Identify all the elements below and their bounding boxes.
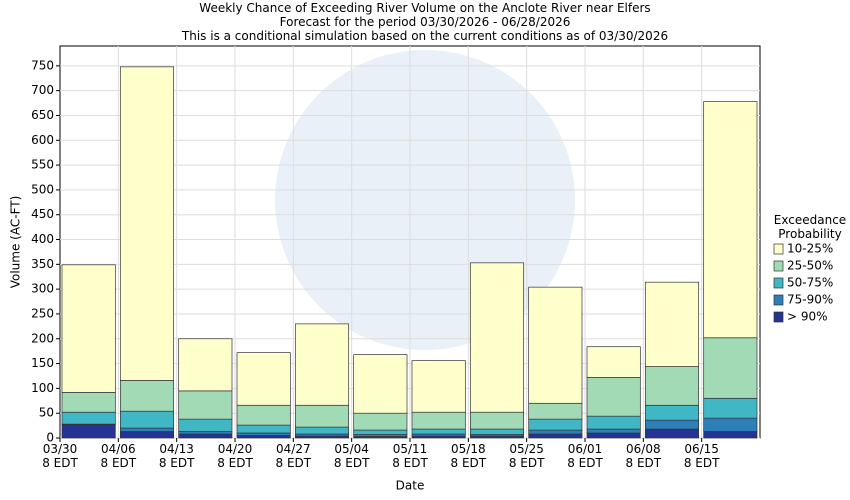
bar-segment — [294, 404, 350, 428]
x-tick-label: 05/11 8 EDT — [392, 442, 428, 470]
bar-segment — [528, 418, 583, 431]
x-tick-label: 04/06 8 EDT — [100, 442, 137, 470]
y-tick-label: 600 — [31, 133, 54, 147]
bar-segment — [586, 346, 641, 378]
x-tick-label: 04/27 8 EDT — [275, 442, 312, 470]
y-tick-label: 700 — [31, 83, 54, 97]
y-tick-label: 500 — [31, 182, 54, 196]
legend-swatch — [773, 277, 784, 289]
y-tick-label: 250 — [31, 306, 54, 320]
y-tick-label: 300 — [31, 282, 54, 296]
x-tick-label: 05/18 8 EDT — [450, 442, 487, 470]
y-tick-label: 100 — [31, 381, 54, 395]
y-tick-label: 50 — [39, 406, 54, 420]
x-tick-label: 06/15 8 EDT — [683, 442, 720, 470]
y-tick-label: 750 — [31, 58, 54, 72]
x-tick-label: 04/13 8 EDT — [158, 442, 195, 470]
bar-segment — [119, 380, 175, 412]
bar-segment — [236, 435, 291, 439]
bar-segment — [644, 419, 700, 430]
bar-segment — [644, 281, 700, 367]
legend-label: > 90% — [787, 310, 828, 324]
bar-segment — [353, 354, 408, 414]
bar-segment — [236, 352, 291, 406]
y-tick-label: 650 — [31, 108, 54, 122]
legend-swatch — [773, 311, 784, 323]
bar-segment — [236, 432, 291, 436]
bar-segment — [411, 428, 466, 435]
bar-segment — [703, 417, 758, 432]
bar-segment — [353, 412, 408, 431]
bar-segment — [119, 410, 175, 429]
bar-segment — [294, 426, 350, 435]
bar-segment — [61, 391, 116, 413]
bar-segment — [61, 424, 116, 439]
legend-label: 25-50% — [787, 259, 833, 273]
bar-segment — [586, 432, 641, 439]
bar-segment — [178, 418, 233, 432]
y-tick-label: 150 — [31, 356, 54, 370]
y-tick-label: 200 — [31, 331, 54, 345]
legend-swatch — [773, 260, 784, 272]
x-tick-label: 06/08 8 EDT — [625, 442, 662, 470]
bar-segment — [644, 428, 700, 439]
chart-title: Weekly Chance of Exceeding River Volume … — [199, 1, 651, 15]
bar-segment — [61, 411, 116, 425]
bar-segment — [469, 428, 525, 435]
bar-segment — [469, 262, 525, 413]
y-tick-label: 550 — [31, 158, 54, 172]
bar-segment — [586, 428, 641, 434]
bar-segment — [178, 431, 233, 435]
bar-segment — [119, 431, 175, 439]
bar-segment — [703, 431, 758, 439]
chart-subtitle: Forecast for the period 03/30/2026 - 06/… — [279, 15, 571, 29]
bar-segment — [61, 264, 116, 393]
x-tick-label: 06/01 8 EDT — [567, 442, 603, 470]
x-tick-label: 04/20 8 EDT — [217, 442, 253, 470]
legend-label: 75-90% — [787, 293, 833, 307]
bar-segment — [119, 66, 175, 381]
bar-segment — [236, 424, 291, 434]
bar-segment — [586, 377, 641, 417]
y-tick-label: 400 — [31, 232, 54, 246]
x-tick-label: 05/04 8 EDT — [333, 442, 370, 470]
bar-segment — [294, 323, 350, 406]
bar-segment — [644, 366, 700, 406]
bar-segment — [528, 402, 583, 420]
legend-title: Exceedance Probability — [773, 213, 847, 241]
y-tick-label: 0 — [46, 431, 54, 445]
y-tick-label: 350 — [31, 257, 54, 271]
legend-label: 10-25% — [787, 242, 833, 256]
bar-segment — [178, 433, 233, 439]
bar-segment — [528, 429, 583, 435]
y-tick-label: 450 — [31, 207, 54, 221]
legend-swatch — [773, 294, 784, 306]
bar-segment — [703, 101, 758, 339]
bar-segment — [236, 404, 291, 426]
x-axis-label: Date — [396, 479, 425, 493]
bar-segment — [411, 360, 466, 413]
legend-label: 50-75% — [787, 276, 833, 290]
bar-segment — [469, 411, 525, 430]
bar-segment — [586, 415, 641, 430]
x-tick-label: 03/30 8 EDT — [42, 442, 78, 470]
x-tick-label: 05/25 8 EDT — [508, 442, 545, 470]
bar-segment — [703, 337, 758, 399]
chart-note: This is a conditional simulation based o… — [181, 29, 669, 43]
bar-segment — [178, 338, 233, 392]
bar-segment — [644, 404, 700, 421]
bar-segment — [411, 411, 466, 430]
bar-segment — [528, 433, 583, 439]
bar-segment — [703, 397, 758, 419]
bar-segment — [528, 286, 583, 404]
bar-segment — [119, 427, 175, 432]
bar-segment — [353, 429, 408, 435]
bar-segment — [178, 390, 233, 420]
y-axis-label: Volume (AC-FT) — [9, 196, 23, 289]
legend-swatch — [773, 243, 784, 255]
